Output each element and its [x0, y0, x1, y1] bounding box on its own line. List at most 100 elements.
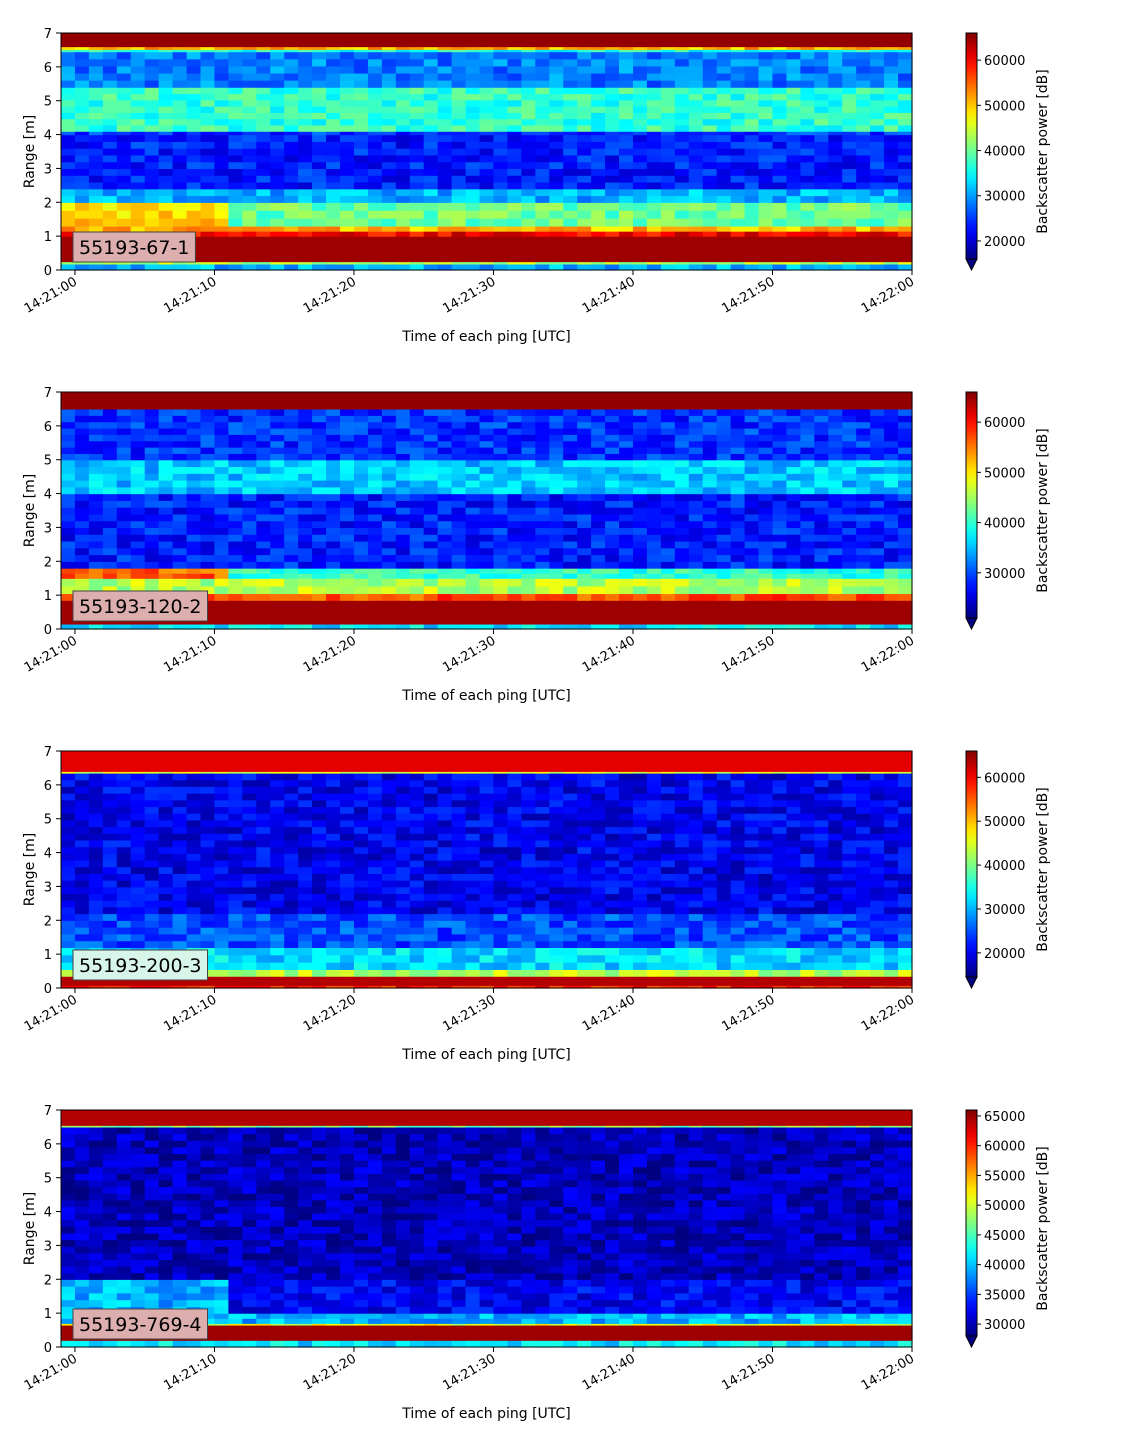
heatmap-cell	[423, 148, 439, 156]
heatmap-cell	[856, 573, 871, 579]
heatmap-cell	[507, 578, 522, 587]
heatmap-cell	[758, 231, 774, 237]
heatmap-cell	[702, 403, 718, 410]
heatmap-cell	[395, 51, 411, 60]
heatmap-cell	[158, 46, 174, 50]
heatmap-cell	[605, 255, 620, 263]
heatmap-cell	[646, 161, 662, 170]
heatmap-cell	[730, 593, 746, 601]
heatmap-cell	[786, 242, 801, 250]
heatmap-cell	[591, 261, 606, 265]
heatmap-cell	[437, 141, 453, 149]
heatmap-cell	[423, 547, 439, 556]
heatmap-cell	[535, 261, 550, 265]
heatmap-cell	[381, 261, 397, 265]
heatmap-cell	[535, 480, 550, 488]
heatmap-cell	[381, 124, 397, 132]
heatmap-cell	[116, 751, 132, 759]
heatmap-cell	[409, 168, 425, 176]
heatmap-cell	[451, 573, 467, 579]
heatmap-cell	[395, 263, 411, 271]
heatmap-cell	[521, 466, 536, 474]
heatmap-cell	[340, 466, 355, 474]
heatmap-cell	[451, 106, 467, 113]
heatmap-cell	[353, 148, 369, 156]
heatmap-cell	[591, 608, 606, 617]
heatmap-cell	[158, 106, 174, 113]
heatmap-cell	[744, 49, 760, 53]
heatmap-cell	[130, 793, 146, 801]
heatmap-cell	[130, 486, 146, 495]
heatmap-cell	[577, 527, 592, 535]
heatmap-cell	[186, 623, 202, 630]
heatmap-cell	[172, 771, 188, 774]
heatmap-cell	[856, 434, 871, 442]
heatmap-cell	[772, 434, 788, 442]
heatmap-cell	[172, 39, 188, 48]
heatmap-cell	[270, 415, 285, 423]
heatmap-cell	[144, 853, 160, 861]
heatmap-cell	[116, 202, 132, 211]
heatmap-cell	[270, 248, 285, 256]
heatmap-cell	[74, 520, 90, 529]
heatmap-cell	[898, 39, 913, 48]
heatmap-cell	[214, 33, 230, 41]
heatmap-cell	[395, 520, 411, 529]
heatmap-cell	[409, 225, 425, 232]
heatmap-cell	[605, 148, 620, 156]
heatmap-cell	[395, 466, 411, 474]
x-tick-label: 14:22:00	[859, 274, 917, 316]
heatmap-cell	[102, 886, 118, 895]
heatmap-cell	[423, 466, 439, 474]
heatmap-cell	[660, 421, 676, 429]
heatmap-cell	[172, 486, 188, 495]
heatmap-cell	[186, 263, 202, 271]
heatmap-cell	[479, 168, 495, 176]
heatmap-cell	[744, 480, 760, 488]
heatmap-cell	[242, 473, 257, 481]
heatmap-cell	[116, 873, 132, 881]
heatmap-cell	[367, 131, 383, 136]
heatmap-cell	[800, 236, 815, 244]
heatmap-cell	[437, 188, 453, 197]
heatmap-cell	[437, 408, 453, 416]
heatmap-cell	[549, 46, 564, 50]
heatmap-cell	[256, 568, 271, 574]
heatmap-cell	[61, 134, 76, 142]
heatmap-cell	[74, 161, 90, 170]
heatmap-cell	[828, 168, 843, 176]
heatmap-cell	[549, 473, 564, 481]
heatmap-cell	[74, 65, 90, 74]
heatmap-cell	[716, 520, 732, 529]
heatmap-cell	[772, 527, 788, 535]
heatmap-cell	[660, 202, 676, 211]
heatmap-cell	[479, 486, 495, 495]
heatmap-cell	[744, 466, 760, 474]
heatmap-cell	[340, 188, 355, 197]
heatmap-cell	[228, 480, 243, 488]
heatmap-cell	[688, 188, 704, 197]
heatmap-cell	[828, 493, 843, 501]
heatmap-cell	[842, 507, 857, 515]
heatmap-cell	[395, 112, 411, 120]
heatmap-cell	[130, 573, 146, 579]
heatmap-cell	[632, 534, 648, 542]
heatmap-cell	[409, 447, 425, 454]
heatmap-cell	[74, 859, 90, 868]
heatmap-cell	[270, 440, 285, 448]
heatmap-cell	[353, 397, 369, 404]
heatmap-cell	[716, 231, 732, 237]
heatmap-cell	[437, 154, 453, 163]
heatmap-cell	[158, 554, 174, 562]
heatmap-cell	[744, 513, 760, 522]
heatmap-cell	[521, 72, 536, 81]
heatmap-cell	[758, 118, 774, 126]
heatmap-cell	[605, 161, 620, 170]
heatmap-cell	[605, 568, 620, 574]
heatmap-cell	[437, 500, 453, 508]
heatmap-cell	[465, 593, 481, 601]
heatmap-cell	[772, 51, 788, 60]
heatmap-cell	[744, 593, 760, 601]
heatmap-cell	[632, 242, 648, 250]
heatmap-cell	[535, 616, 550, 625]
